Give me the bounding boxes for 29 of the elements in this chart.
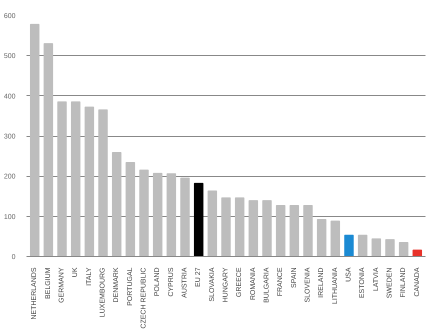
bar xyxy=(126,162,136,256)
bar xyxy=(358,234,368,256)
bar xyxy=(30,24,40,256)
bar xyxy=(194,182,204,256)
bar xyxy=(398,242,408,256)
bar xyxy=(412,250,422,256)
bar xyxy=(44,43,54,256)
bar xyxy=(290,204,300,256)
bar xyxy=(112,152,122,256)
bar xyxy=(221,197,231,256)
bar xyxy=(344,234,354,256)
bar xyxy=(385,239,395,256)
bar xyxy=(180,178,190,256)
bar xyxy=(84,106,94,256)
bar xyxy=(70,101,80,256)
bar xyxy=(330,220,340,256)
bar xyxy=(139,170,149,256)
bar xyxy=(98,109,108,256)
bar xyxy=(303,204,313,256)
bar xyxy=(262,200,272,256)
bar xyxy=(276,204,286,256)
bar xyxy=(248,200,258,256)
bar xyxy=(372,238,382,256)
bar xyxy=(166,173,176,256)
bar xyxy=(208,190,218,256)
bar xyxy=(316,219,326,256)
bar xyxy=(234,197,244,256)
bar xyxy=(57,101,67,256)
bar xyxy=(152,172,162,256)
